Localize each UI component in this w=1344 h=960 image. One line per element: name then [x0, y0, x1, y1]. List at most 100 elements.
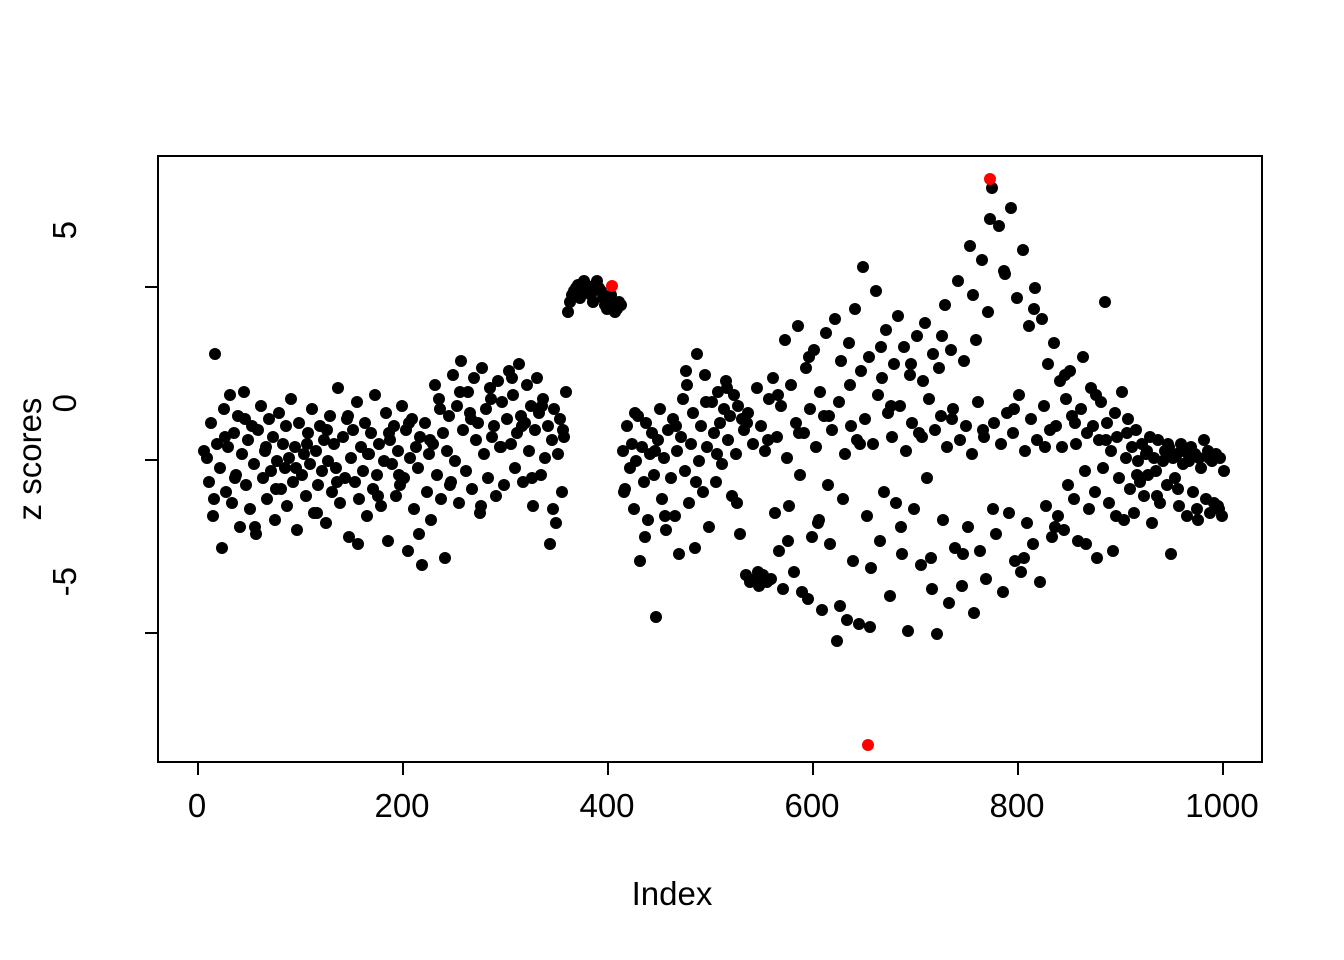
- data-point: [854, 437, 867, 450]
- data-point: [1037, 399, 1050, 412]
- data-point: [761, 434, 774, 447]
- data-point: [925, 583, 938, 596]
- data-point: [896, 548, 909, 561]
- data-point: [895, 520, 908, 533]
- data-point: [297, 448, 310, 461]
- data-point: [305, 403, 318, 416]
- data-point: [885, 430, 898, 443]
- data-point: [842, 337, 855, 350]
- data-point: [1109, 406, 1122, 419]
- data-point: [869, 285, 882, 298]
- data-point: [474, 499, 487, 512]
- data-point: [715, 458, 728, 471]
- data-point: [326, 486, 339, 499]
- data-point: [301, 427, 314, 440]
- data-point: [754, 420, 767, 433]
- data-point: [742, 406, 755, 419]
- data-point: [480, 403, 492, 416]
- data-point: [1048, 520, 1061, 533]
- data-point: [775, 399, 788, 412]
- data-point: [508, 461, 521, 474]
- data-point: [469, 434, 482, 447]
- data-point: [685, 437, 697, 450]
- data-point: [303, 458, 316, 471]
- data-point: [512, 358, 525, 371]
- data-point: [262, 413, 275, 426]
- data-point: [549, 517, 562, 530]
- data-point: [793, 468, 806, 481]
- data-point: [900, 444, 913, 457]
- data-point: [650, 610, 663, 623]
- data-point: [1017, 243, 1030, 256]
- data-point: [629, 455, 642, 467]
- data-point: [1101, 416, 1114, 429]
- data-point: [290, 461, 303, 474]
- x-axis-tick: [1222, 763, 1224, 775]
- data-point: [955, 579, 968, 592]
- data-point: [785, 378, 798, 391]
- data-point: [1110, 510, 1123, 523]
- data-point: [336, 430, 349, 443]
- data-point: [234, 520, 246, 533]
- data-point: [430, 468, 443, 481]
- data-point: [674, 430, 687, 443]
- data-point: [782, 534, 795, 547]
- data-point: [1164, 548, 1177, 561]
- data-point: [792, 427, 805, 440]
- data-point: [879, 323, 892, 336]
- data-point: [833, 600, 846, 613]
- data-point: [321, 423, 334, 436]
- data-point: [486, 430, 499, 443]
- data-point: [1127, 506, 1140, 519]
- data-point: [904, 368, 917, 381]
- y-axis-tick-label: -5: [46, 567, 83, 597]
- data-point: [988, 416, 1001, 429]
- data-point: [791, 320, 804, 333]
- data-point: [209, 347, 222, 360]
- data-point: [391, 444, 404, 457]
- data-point: [830, 634, 843, 647]
- x-axis-tick-label: 800: [989, 787, 1045, 824]
- data-point: [539, 451, 552, 464]
- data-point: [678, 465, 691, 478]
- data-point: [373, 437, 386, 450]
- x-axis-title: Index: [631, 875, 713, 912]
- data-point: [269, 482, 282, 495]
- x-axis-tick-label: 0: [187, 787, 207, 824]
- data-point: [500, 413, 513, 426]
- data-point: [218, 430, 231, 443]
- data-point: [693, 455, 706, 467]
- data-point: [864, 621, 877, 634]
- data-point: [966, 288, 979, 301]
- data-point: [1191, 503, 1204, 516]
- data-point: [824, 538, 837, 551]
- data-point: [723, 410, 736, 423]
- data-point: [731, 496, 744, 509]
- data-point: [956, 548, 969, 561]
- data-point: [485, 392, 498, 405]
- data-point: [637, 475, 650, 488]
- data-point: [840, 614, 853, 627]
- data-point: [884, 399, 897, 412]
- data-point: [1021, 517, 1034, 530]
- data-point: [734, 527, 747, 540]
- data-point: [625, 437, 638, 450]
- data-point: [741, 416, 754, 429]
- x-axis-tick-label: 600: [784, 787, 840, 824]
- data-point: [859, 413, 872, 426]
- data-point: [939, 299, 952, 312]
- data-point: [732, 399, 745, 412]
- data-point: [441, 444, 454, 457]
- data-point: [447, 368, 460, 381]
- data-point: [331, 475, 344, 488]
- data-point: [834, 354, 847, 367]
- x-axis-tick-label: 400: [579, 787, 635, 824]
- data-point: [559, 385, 572, 398]
- data-point: [1090, 551, 1103, 564]
- data-point: [1013, 389, 1025, 402]
- data-point: [799, 361, 812, 374]
- data-point: [1018, 551, 1031, 564]
- data-point: [1060, 392, 1073, 405]
- data-point: [997, 264, 1010, 277]
- data-point: [986, 181, 999, 194]
